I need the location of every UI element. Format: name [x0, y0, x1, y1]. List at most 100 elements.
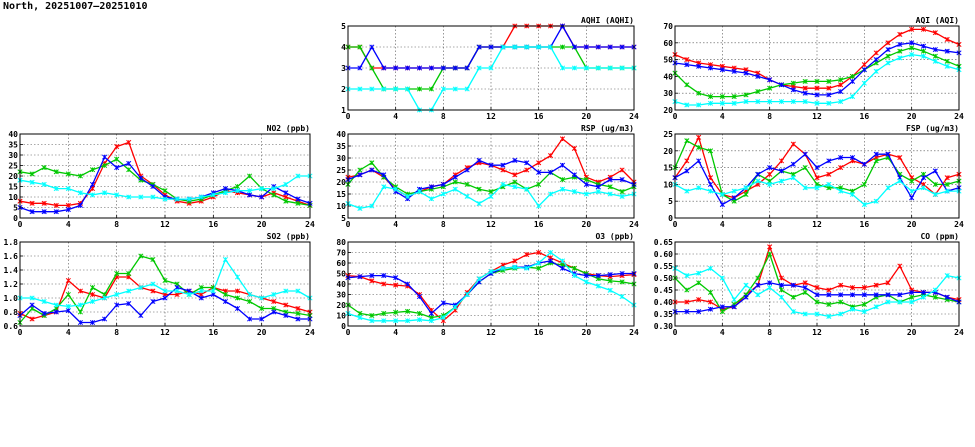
data-point-cyan	[405, 318, 411, 324]
data-point-cyan	[548, 44, 554, 50]
data-point-green	[369, 65, 375, 71]
data-point-cyan	[271, 291, 277, 298]
data-point-cyan	[790, 309, 796, 315]
x-tick-label: 12	[486, 328, 496, 337]
data-point-blue	[707, 306, 714, 312]
data-point-green	[814, 78, 820, 84]
data-point-cyan	[944, 63, 950, 69]
data-point-cyan	[381, 318, 387, 324]
data-point-cyan	[595, 65, 601, 71]
data-point-green	[357, 167, 363, 173]
plot-frame	[674, 241, 960, 327]
x-tick-label: 16	[860, 112, 870, 121]
data-point-green	[247, 173, 253, 179]
data-point-cyan	[897, 55, 903, 61]
data-point-blue	[452, 65, 458, 71]
y-tick-label: 35	[8, 141, 18, 150]
data-point-green	[707, 94, 714, 100]
data-point-blue	[29, 209, 35, 215]
data-point-red	[897, 31, 903, 37]
data-point-blue	[719, 202, 725, 208]
plot-frame	[674, 25, 960, 111]
data-point-red	[126, 139, 132, 145]
data-point-cyan	[885, 185, 891, 191]
data-point-red	[826, 85, 832, 91]
data-point-cyan	[767, 99, 773, 105]
data-point-green	[767, 251, 773, 257]
data-point-green	[126, 167, 132, 173]
data-point-blue	[684, 62, 690, 68]
data-point-red	[684, 299, 690, 305]
x-tick-label: 20	[907, 112, 917, 121]
data-point-red	[381, 281, 387, 287]
x-tick-label: 12	[486, 112, 496, 121]
data-point-cyan	[802, 99, 808, 105]
data-point-cyan	[861, 80, 867, 86]
data-point-cyan	[707, 100, 714, 106]
data-point-green	[873, 158, 879, 164]
data-point-blue	[583, 44, 589, 50]
data-point-blue	[731, 195, 737, 201]
data-point-cyan	[440, 191, 446, 197]
data-point-blue	[89, 319, 96, 326]
x-tick-label: 12	[812, 220, 822, 229]
data-point-cyan	[571, 189, 577, 195]
x-tick-label: 24	[954, 112, 964, 121]
data-point-green	[619, 189, 625, 195]
data-point-blue	[607, 44, 613, 50]
x-tick-label: 4	[720, 328, 725, 337]
data-point-blue	[684, 309, 690, 315]
data-point-cyan	[897, 178, 903, 184]
data-point-cyan	[536, 260, 542, 266]
data-point-cyan	[428, 318, 434, 324]
data-point-cyan	[619, 294, 625, 300]
data-point-red	[684, 158, 690, 164]
data-point-cyan	[755, 292, 761, 298]
x-tick-label: 16	[534, 328, 544, 337]
x-tick-label: 0	[346, 112, 351, 121]
data-point-blue	[428, 184, 434, 190]
data-point-cyan	[571, 65, 577, 71]
chart-title: CO (ppm)	[920, 232, 959, 241]
data-point-green	[707, 289, 714, 295]
data-point-red	[767, 244, 773, 250]
data-point-red	[271, 298, 277, 305]
data-point-blue	[89, 181, 96, 187]
data-point-cyan	[464, 291, 470, 298]
data-point-blue	[571, 44, 577, 50]
chart-fsp: 0 4 8 12 16 20 24 0 5 10 15 20 25 FSP (ug/m3)	[663, 124, 964, 229]
data-point-green	[814, 299, 820, 305]
data-point-red	[524, 252, 530, 258]
data-point-blue	[909, 40, 915, 46]
data-point-cyan	[790, 175, 796, 181]
x-tick-label: 20	[257, 328, 267, 337]
data-point-blue	[512, 157, 518, 163]
data-point-blue	[162, 295, 168, 301]
data-point-green	[53, 169, 59, 175]
x-tick-label: 0	[673, 220, 678, 229]
data-point-red	[65, 202, 71, 208]
y-tick-label: 25	[336, 166, 346, 175]
data-point-cyan	[114, 291, 120, 298]
y-tick-label: 20	[663, 147, 673, 156]
data-point-cyan	[102, 190, 108, 196]
data-point-green	[849, 73, 856, 79]
data-point-green	[802, 289, 808, 295]
y-tick-label: 0.50	[654, 274, 673, 283]
data-point-cyan	[684, 102, 690, 108]
data-point-cyan	[500, 181, 506, 187]
plot-frame	[19, 133, 311, 219]
data-point-blue	[790, 282, 796, 288]
data-point-green	[607, 278, 613, 284]
data-point-green	[944, 181, 950, 187]
data-point-blue	[259, 194, 265, 200]
data-point-cyan	[464, 86, 470, 92]
chart-title: AQI (AQI)	[916, 16, 959, 25]
data-point-cyan	[393, 186, 399, 192]
x-tick-label: 0	[18, 328, 23, 337]
data-point-cyan	[452, 186, 458, 192]
data-point-blue	[381, 65, 387, 71]
data-point-green	[932, 294, 938, 300]
data-point-blue	[138, 312, 144, 319]
data-point-blue	[719, 67, 725, 73]
